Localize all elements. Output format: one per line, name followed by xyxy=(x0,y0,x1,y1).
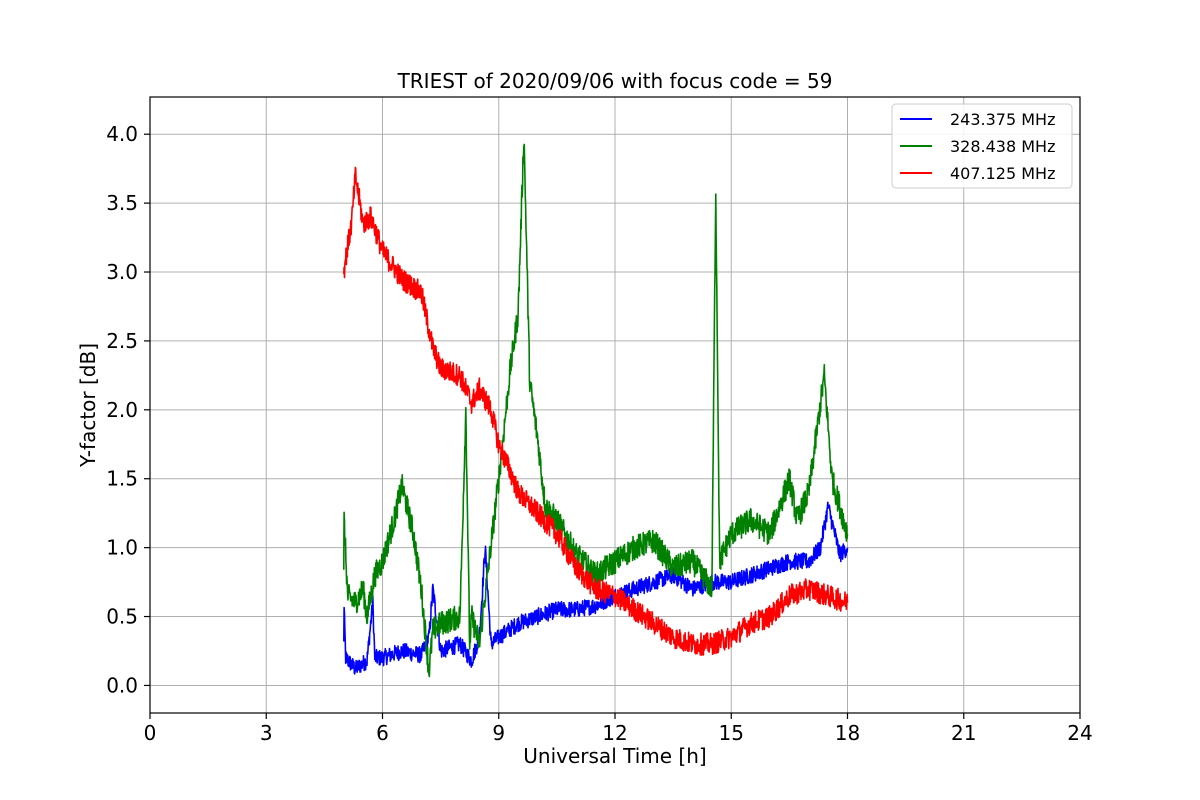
legend-label-series-3: 407.125 MHz xyxy=(950,164,1055,183)
series-line-1 xyxy=(343,501,849,675)
x-tick-label: 21 xyxy=(951,721,976,745)
x-tick-label: 24 xyxy=(1067,721,1092,745)
x-tick-label: 0 xyxy=(144,721,157,745)
x-axis-label: Universal Time [h] xyxy=(523,744,706,768)
legend-label-series-2: 328.438 MHz xyxy=(950,137,1055,156)
chart-title: TRIEST of 2020/09/06 with focus code = 5… xyxy=(397,69,833,93)
plot-series xyxy=(342,143,849,678)
y-tick-label: 1.0 xyxy=(106,536,138,560)
y-tick-label: 2.0 xyxy=(106,398,138,422)
y-axis-label: Y-factor [dB] xyxy=(76,343,100,468)
y-tick-label: 1.5 xyxy=(106,467,138,491)
legend-frame xyxy=(891,103,1073,189)
series-line-3 xyxy=(343,166,849,656)
y-tick-label: 3.5 xyxy=(106,191,138,215)
x-tick-label: 9 xyxy=(492,721,505,745)
y-tick-label: 3.0 xyxy=(106,260,138,284)
axes: 0 3 6 9 12 15 18 21 24 0.0 0.5 1.0 1.5 2.0 2.5 3.0 3.5 4.… xyxy=(106,96,1093,745)
legend: 243.375 MHz 328.438 MHz 407.125 MHz xyxy=(891,103,1073,189)
x-tick-label: 15 xyxy=(719,721,744,745)
x-tick-label: 6 xyxy=(376,721,389,745)
y-tick-label: 2.5 xyxy=(106,329,138,353)
y-tick-label: 0.5 xyxy=(106,605,138,629)
x-tick-label: 18 xyxy=(835,721,860,745)
y-tick-label: 0.0 xyxy=(106,673,138,697)
series-line-2 xyxy=(342,143,849,678)
x-tick-label: 3 xyxy=(260,721,273,745)
y-tick-label: 4.0 xyxy=(106,122,138,146)
legend-label-series-1: 243.375 MHz xyxy=(950,110,1055,129)
x-tick-label: 12 xyxy=(602,721,627,745)
